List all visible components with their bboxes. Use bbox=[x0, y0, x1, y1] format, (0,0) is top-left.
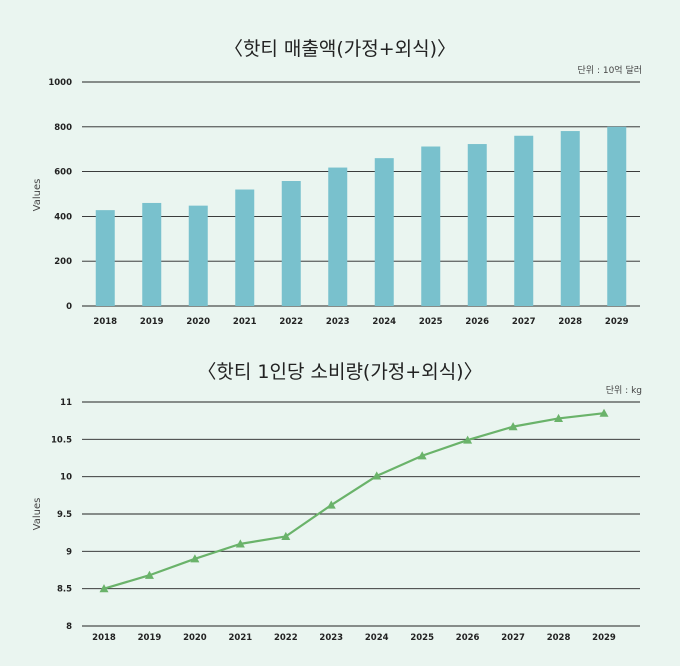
triangle-marker bbox=[144, 570, 154, 579]
triangle-marker bbox=[599, 408, 609, 417]
line-y-tick: 11 bbox=[60, 398, 72, 408]
line-y-tick: 9.5 bbox=[57, 510, 72, 520]
triangle-marker bbox=[417, 451, 427, 460]
line-y-tick: 8 bbox=[66, 622, 72, 632]
bar-y-tick: 1000 bbox=[48, 78, 72, 88]
line-chart-unit: 단위 : kg bbox=[606, 385, 642, 396]
bar bbox=[95, 210, 115, 306]
line-x-tick: 2023 bbox=[319, 633, 343, 643]
triangle-marker bbox=[372, 471, 382, 480]
line-y-tick: 8.5 bbox=[57, 585, 72, 595]
line-x-tick: 2027 bbox=[501, 633, 525, 643]
line-chart-title: 〈핫티 1인당 소비량(가정+외식)〉 bbox=[197, 361, 482, 383]
triangle-marker bbox=[463, 435, 473, 444]
bar-y-tick: 600 bbox=[54, 168, 72, 178]
bar-chart-ylabel: Values bbox=[32, 179, 43, 212]
bar-x-tick: 2023 bbox=[326, 317, 350, 327]
bar bbox=[235, 189, 255, 306]
line-y-tick: 10.5 bbox=[51, 435, 72, 445]
bar bbox=[188, 205, 208, 306]
bar-y-tick: 800 bbox=[54, 123, 72, 133]
bar bbox=[607, 126, 627, 306]
bar-x-tick: 2029 bbox=[605, 317, 629, 327]
line-x-tick: 2020 bbox=[183, 633, 207, 643]
bar bbox=[514, 135, 534, 306]
bar-x-tick: 2021 bbox=[233, 317, 257, 327]
bar-chart: 0 200 400 600 800 1000 2018 2019 2020 2021 2022 202… bbox=[48, 78, 640, 327]
line-x-tick: 2024 bbox=[365, 633, 389, 643]
triangle-marker bbox=[508, 422, 518, 431]
bar-x-tick: 2018 bbox=[93, 317, 117, 327]
line-x-tick: 2028 bbox=[547, 633, 571, 643]
bar-y-tick: 0 bbox=[66, 302, 72, 312]
bar bbox=[281, 181, 301, 306]
bar bbox=[142, 202, 162, 306]
series-line bbox=[103, 412, 605, 590]
triangle-marker bbox=[190, 554, 200, 563]
bar-y-tick: 200 bbox=[54, 257, 72, 267]
bar-x-tick: 2027 bbox=[512, 317, 536, 327]
bar bbox=[467, 144, 487, 306]
triangle-marker bbox=[554, 413, 564, 423]
bar-chart-unit: 단위 : 10억 달러 bbox=[578, 64, 642, 76]
triangle-marker bbox=[281, 531, 291, 540]
line-x-tick: 2019 bbox=[138, 633, 162, 643]
bar-x-tick: 2028 bbox=[558, 317, 582, 327]
line-x-tick: 2026 bbox=[456, 633, 480, 643]
triangle-marker bbox=[235, 539, 245, 548]
bar-x-tick: 2026 bbox=[465, 317, 489, 327]
bar-x-tick: 2022 bbox=[279, 317, 303, 327]
line-x-tick: 2029 bbox=[592, 633, 616, 643]
line-chart: 8 8.5 9 9.5 10 10.5 11 2018 2019 2020 2021 2022 2023… bbox=[51, 398, 640, 643]
line-y-tick: 10 bbox=[60, 473, 72, 483]
bar bbox=[421, 146, 441, 306]
triangle-marker bbox=[99, 584, 109, 593]
line-x-tick: 2021 bbox=[229, 633, 253, 643]
bar-y-tick: 400 bbox=[54, 212, 72, 222]
line-x-tick: 2022 bbox=[274, 633, 298, 643]
bar-chart-title: 〈핫티 매출액(가정+외식)〉 bbox=[224, 38, 456, 60]
bar-x-tick: 2019 bbox=[140, 317, 164, 327]
bar bbox=[374, 158, 394, 306]
bar-x-tick: 2020 bbox=[186, 317, 210, 327]
line-chart-ylabel: Values bbox=[32, 498, 43, 531]
triangle-marker bbox=[326, 500, 336, 509]
line-x-tick: 2018 bbox=[92, 633, 116, 643]
bar-x-tick: 2025 bbox=[419, 317, 443, 327]
line-x-tick: 2025 bbox=[410, 633, 434, 643]
bar bbox=[328, 167, 348, 306]
bar-x-tick: 2024 bbox=[372, 317, 396, 327]
line-y-tick: 9 bbox=[66, 547, 72, 557]
bar bbox=[560, 131, 580, 306]
